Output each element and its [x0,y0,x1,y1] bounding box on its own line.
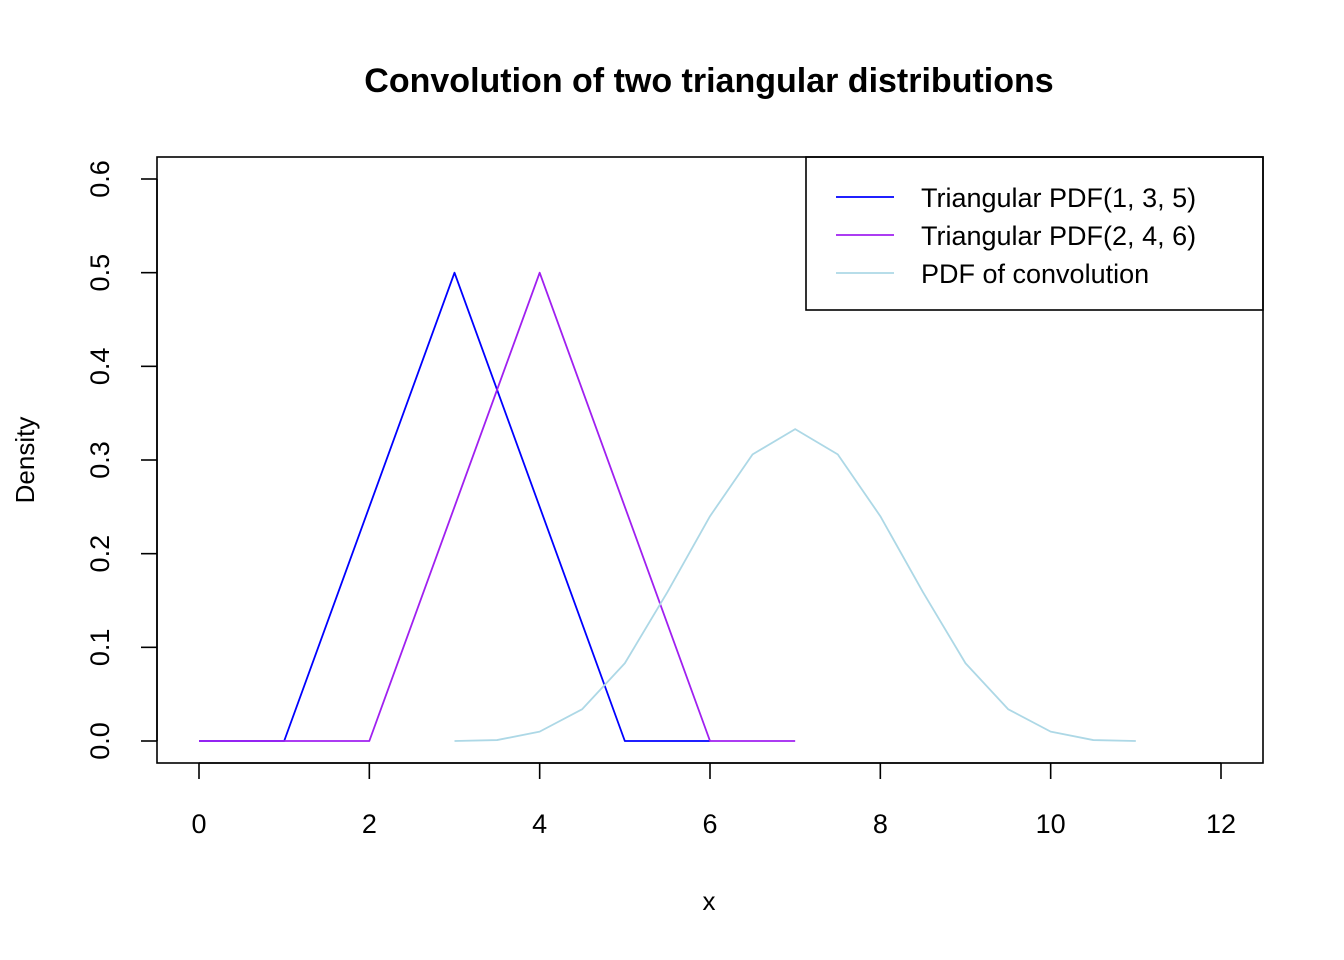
x-tick-label: 8 [873,809,888,839]
x-tick-label: 10 [1036,809,1066,839]
legend-box [805,156,1264,311]
series-line-2 [199,271,796,742]
legend-label-1: Triangular PDF(1, 3, 5) [921,183,1196,213]
x-tick-label: 12 [1206,809,1236,839]
y-tick-label: 0.1 [85,629,115,667]
y-tick-label: 0.5 [85,254,115,292]
y-tick-label: 0.2 [85,535,115,573]
chart-title: Convolution of two triangular distributi… [364,62,1053,100]
series-line-3 [454,428,1136,742]
x-tick-label: 2 [362,809,377,839]
x-tick-label: 0 [191,809,206,839]
y-tick-label: 0.6 [85,160,115,198]
x-axis: 0 2 4 6 8 10 12 [191,762,1236,839]
y-axis: 0.0 0.1 0.2 0.3 0.4 0.5 0.6 [85,160,158,760]
legend: Triangular PDF(1, 3, 5) Triangular PDF(2,… [805,156,1264,311]
x-tick-label: 4 [532,809,547,839]
y-tick-label: 0.3 [85,441,115,479]
series-layer [199,271,1136,742]
legend-label-3: PDF of convolution [921,259,1149,289]
y-axis-label: Density [10,417,40,504]
legend-label-2: Triangular PDF(2, 4, 6) [921,221,1196,251]
y-tick-label: 0.0 [85,722,115,760]
x-tick-label: 6 [702,809,717,839]
x-axis-label: x [703,886,716,916]
y-tick-label: 0.4 [85,348,115,386]
